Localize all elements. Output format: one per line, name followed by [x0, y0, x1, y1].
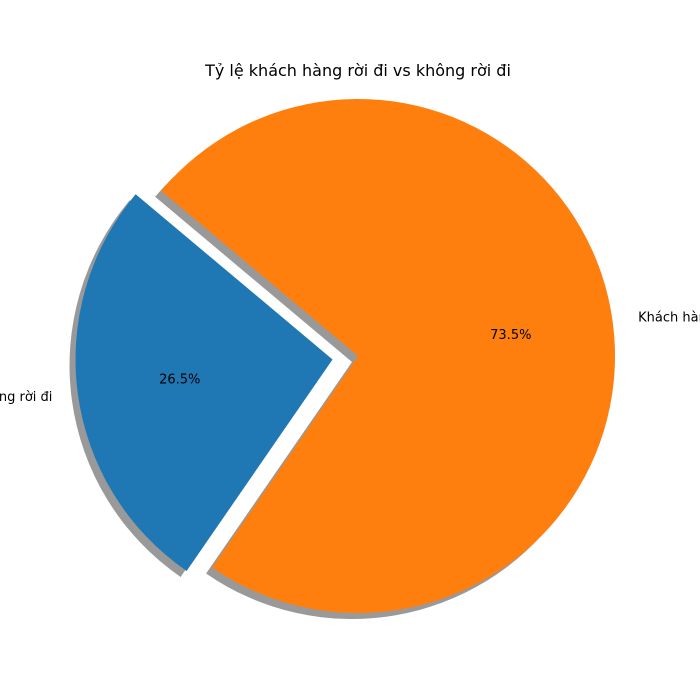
pie-slice	[161, 98, 616, 614]
pie-percent-label: 73.5%	[490, 328, 531, 343]
pie-slices	[75, 98, 616, 614]
pie-category-label: Khách hàng không rời đi	[638, 311, 700, 326]
pie-percent-label: 26.5%	[159, 373, 200, 388]
pie-slice	[75, 194, 333, 571]
pie-category-label: Khách hàng rời đi	[0, 390, 52, 405]
chart-title: Tỷ lệ khách hàng rời đi vs không rời đi	[204, 61, 511, 80]
pie-labels: 26.5% Khách hàng rời đi 73.5% Khách hàng kh…	[0, 311, 700, 405]
